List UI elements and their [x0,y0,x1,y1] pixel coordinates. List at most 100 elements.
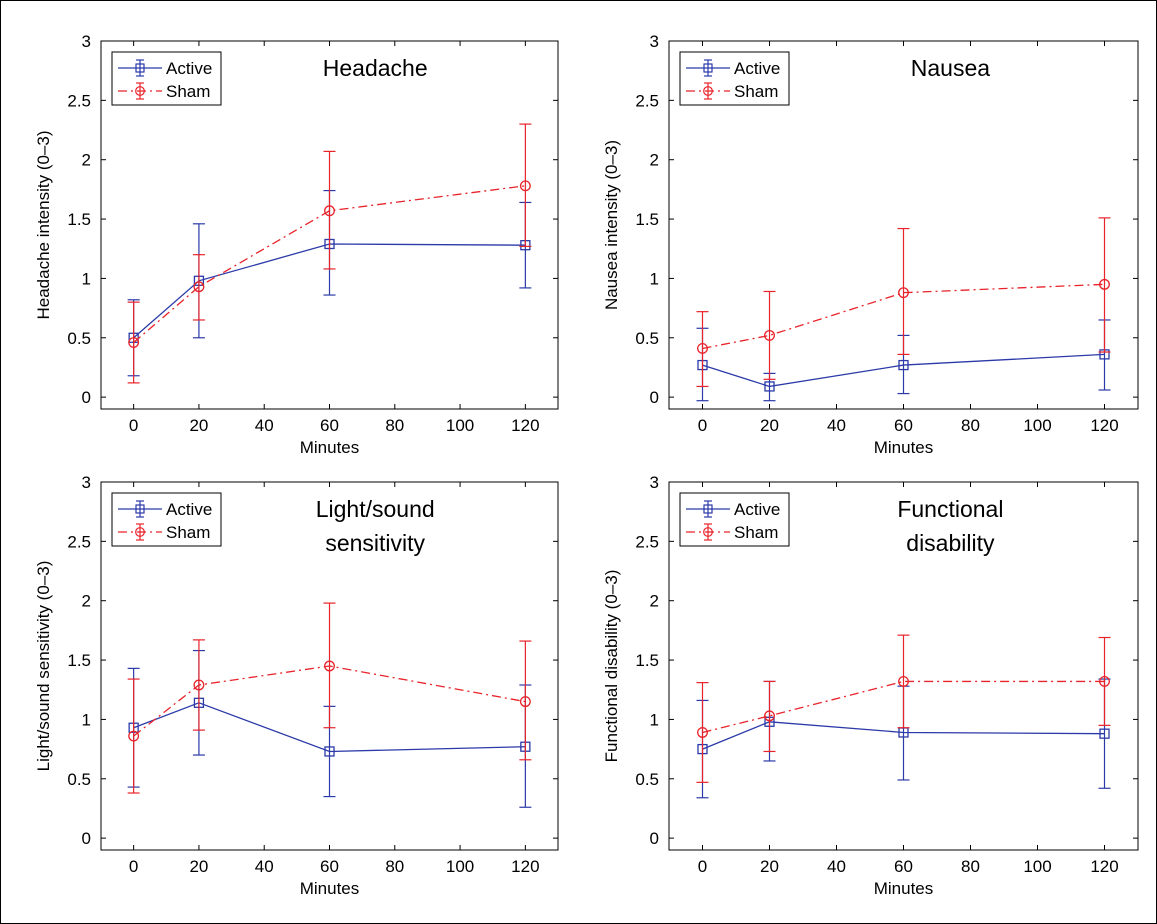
x-tick-label: 120 [511,857,539,876]
y-tick-label: 0.5 [635,329,659,348]
x-tick-label: 0 [129,416,138,435]
chart-title: disability [906,530,995,556]
x-tick-label: 20 [760,857,779,876]
legend-marker-active [135,504,145,514]
y-tick-label: 1 [650,269,659,288]
x-tick-label: 100 [1023,416,1051,435]
legend-label-sham: Sham [734,523,778,542]
y-tick-label: 0 [82,829,91,848]
data-point-sham [697,727,708,738]
y-tick-label: 0.5 [67,329,91,348]
chart-title: Functional [897,496,1003,522]
y-tick-label: 0 [82,388,91,407]
y-tick-label: 0 [650,829,659,848]
x-axis-label: Minutes [874,438,934,457]
legend-box [111,51,222,106]
data-point-sham [1099,675,1110,687]
series-line-active [133,243,526,339]
x-tick-label: 40 [827,857,846,876]
series-line-sham [133,665,526,737]
y-tick-label: 0 [650,388,659,407]
data-point-sham [193,281,205,293]
chart-panel-nausea: 0 20 40 60 80 100 120 0 0.5 1 1.5 2 2.5 3 Minutes Nause… [602,32,1139,457]
x-tick-label: 80 [961,416,980,435]
data-point-sham [764,710,775,722]
legend-label-active: Active [734,59,780,78]
y-tick-label: 1.5 [635,210,659,229]
data-point-sham [519,180,531,192]
data-point-active [1099,728,1110,739]
series-line-active [702,353,1105,388]
series-line-active [702,721,1105,750]
x-tick-label: 80 [961,857,980,876]
x-tick-label: 100 [446,416,474,435]
chart-title: Headache [323,55,428,81]
legend: Active Sham [111,51,222,106]
x-tick-label: 80 [385,416,404,435]
x-tick-label: 40 [255,857,274,876]
data-point-sham [128,337,140,348]
data-point-sham [898,287,909,299]
y-tick-label: 3 [650,32,659,51]
chart-panel-functional: 0 20 40 60 80 100 120 0 0.5 1 1.5 2 2.5 3 Minutes Funct… [602,473,1139,898]
data-point-sham [324,205,335,217]
legend-label-active: Active [166,500,212,519]
y-axis-label: Functional disability (0–3) [602,570,621,763]
legend-label-active: Active [734,500,780,519]
data-point-sham [697,343,708,354]
x-tick-label: 0 [698,857,707,876]
y-tick-label: 2 [82,151,91,170]
x-tick-label: 60 [894,416,913,435]
x-tick-label: 20 [189,416,208,435]
y-tick-label: 1.5 [67,651,91,670]
legend-marker-sham [703,86,713,96]
chart-title: Light/sound [316,496,435,522]
series-line-sham [133,185,526,344]
series-line-active [133,702,526,753]
legend-label-sham: Sham [734,82,778,101]
y-axis-label: Headache intensity (0–3) [34,130,53,319]
x-tick-label: 60 [320,857,339,876]
chart-title: sensitivity [325,530,425,556]
legend: Active Sham [679,492,790,547]
x-tick-label: 0 [129,857,138,876]
x-tick-label: 40 [255,416,274,435]
y-tick-label: 3 [82,32,91,51]
chart-panel-light-sound: 0 20 40 60 80 100 120 0 0.5 1 1.5 2 2.5 3 Minutes Light… [34,473,559,898]
y-tick-label: 1 [82,269,91,288]
y-tick-label: 2 [650,151,659,170]
legend: Active Sham [111,492,222,547]
x-tick-label: 60 [894,857,913,876]
x-axis-label: Minutes [300,879,360,898]
y-tick-label: 1.5 [67,210,91,229]
x-tick-label: 100 [446,857,474,876]
y-tick-label: 1 [82,710,91,729]
legend-label-sham: Sham [166,82,210,101]
y-tick-label: 2.5 [67,532,91,551]
y-tick-label: 3 [82,473,91,492]
y-tick-label: 0.5 [635,770,659,789]
y-axis-label: Nausea intensity (0–3) [602,140,621,310]
legend-marker-active [703,504,713,514]
legend-marker-active [703,63,713,73]
legend-label-active: Active [166,59,212,78]
data-point-sham [1099,278,1110,290]
legend: Active Sham [679,51,790,106]
x-tick-label: 80 [385,857,404,876]
x-tick-label: 60 [320,416,339,435]
data-point-active [764,381,775,392]
data-point-sham [324,660,335,672]
x-tick-label: 20 [760,416,779,435]
chart-title: Nausea [911,55,990,81]
data-point-active [898,359,909,371]
data-point-sham [764,329,775,341]
data-point-active [324,746,335,757]
x-tick-label: 100 [1023,857,1051,876]
series-line-sham [702,680,1105,734]
y-tick-label: 2.5 [635,532,659,551]
legend-label-sham: Sham [166,523,210,542]
legend-box [679,492,790,547]
y-tick-label: 2.5 [67,91,91,110]
x-tick-label: 0 [698,416,707,435]
data-point-sham [128,730,140,742]
